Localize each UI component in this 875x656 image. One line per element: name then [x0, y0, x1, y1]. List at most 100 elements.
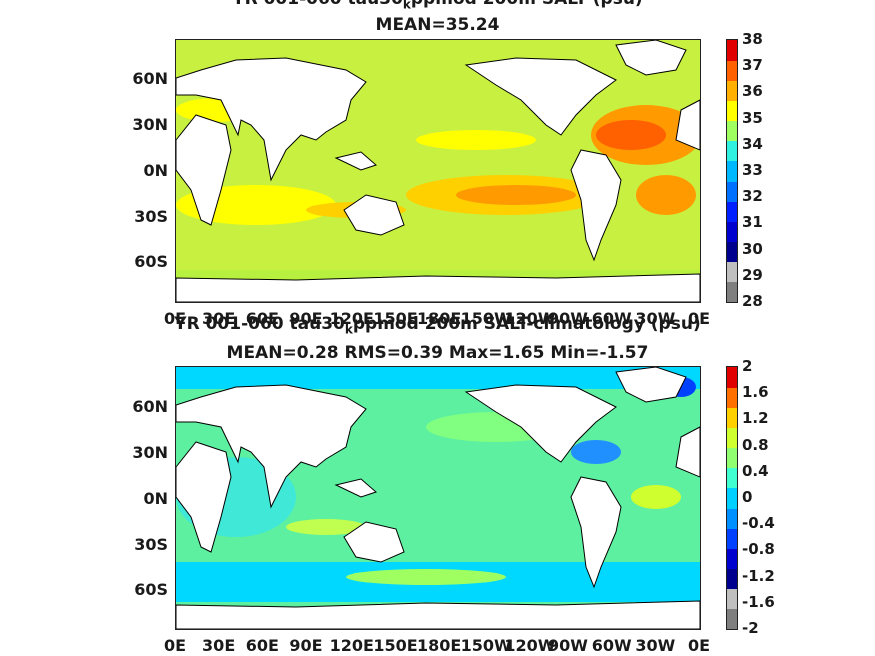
chart-1-xtick: 60E — [245, 309, 279, 328]
chart-1-xtick: 150E — [373, 309, 418, 328]
chart-1-plot-area — [176, 40, 700, 302]
chart-1-colorbar-tick: 28 — [742, 292, 763, 310]
chart-1-spac-core — [456, 185, 576, 205]
chart-1-colorbar-segment — [727, 40, 737, 61]
chart-1-colorbar-segment — [727, 100, 737, 122]
chart-2-xtick: 90E — [289, 636, 323, 655]
chart-1-colorbar-segment — [727, 181, 737, 202]
chart-1-colorbar-tick: 31 — [742, 213, 763, 232]
chart-2-xtick: 120W — [504, 636, 556, 655]
chart-2-xtick: 120E — [329, 636, 374, 655]
chart-2-atl-warm — [631, 485, 681, 509]
chart-2-ytick: 60N — [132, 397, 168, 416]
chart-1-colorbar-tick: 30 — [742, 239, 763, 258]
chart-1-npac-band — [416, 130, 536, 150]
chart-1-colorbar-tick: 33 — [742, 161, 763, 179]
chart-2-colorbar-tick: -0.4 — [742, 514, 775, 533]
chart-1-satl-high — [636, 175, 696, 215]
chart-1-ytick: 60S — [134, 252, 168, 271]
chart-2-ytick: 30S — [134, 535, 168, 554]
chart-1-colorbar-tick: 36 — [742, 82, 763, 101]
chart-1-xtick: 0E — [687, 309, 711, 328]
chart-2-colorbar-segment — [727, 608, 737, 630]
chart-1-colorbar-tick: 37 — [742, 56, 763, 75]
chart-2-africa — [176, 441, 232, 553]
chart-2-xtick: 0E — [163, 636, 187, 655]
chart-2-xtick: 150W — [460, 636, 512, 655]
chart-2-colorbar-segment — [727, 427, 737, 449]
chart-2-south-america — [570, 476, 622, 589]
chart-1-colorbar-segment — [727, 261, 737, 283]
chart-2-greenland — [615, 367, 687, 403]
chart-2-xtick: 60E — [245, 636, 279, 655]
chart-1-colorbar-tick: 38 — [742, 30, 763, 48]
chart-2-title: YR 001-060 tau30kppmod 200m SALT-climato… — [174, 314, 701, 337]
chart-2-colorbar-tick: -2 — [742, 619, 759, 637]
chart-2-maritime — [334, 478, 377, 498]
chart-2-colorbar-segment — [727, 407, 737, 428]
chart-1-colorbar-tick: 32 — [742, 187, 763, 206]
chart-2-xtick: 30W — [635, 636, 676, 655]
chart-2-colorbar-segment — [727, 528, 737, 549]
chart-1-title: YR 001-060 tau30kppmod 200m SALT (psu) — [232, 0, 642, 12]
chart-1-xtick: 120W — [504, 309, 556, 328]
chart-2-map — [175, 366, 701, 630]
chart-1-colorbar-segment — [727, 160, 737, 182]
chart-1-subtitle: MEAN=35.24 — [375, 15, 500, 35]
chart-2-ytick: 0N — [143, 489, 168, 508]
chart-2-ytick: 60S — [134, 580, 168, 599]
chart-1-greenland — [615, 40, 687, 76]
chart-1-colorbar-tick: 29 — [742, 265, 763, 284]
chart-1-ytick: 0N — [143, 161, 168, 180]
chart-1-eurasia — [176, 57, 367, 182]
chart-2-xtick: 0E — [687, 636, 711, 655]
chart-2-colorbar-segment — [727, 508, 737, 529]
chart-2-southern-warm — [346, 569, 506, 585]
chart-1-xtick: 120E — [329, 309, 374, 328]
chart-2-colorbar-segment — [727, 467, 737, 489]
chart-1-land — [176, 40, 700, 302]
chart-2-colorbar-tick: 1.6 — [742, 383, 769, 402]
chart-2-antarctica — [176, 600, 700, 629]
chart-2-gulf-cool — [571, 440, 621, 464]
chart-2-colorbar-segment — [727, 447, 737, 469]
chart-2-colorbar-segment — [727, 568, 737, 590]
chart-1-west-africa-edge — [675, 99, 700, 151]
chart-2-colorbar-tick: 0 — [742, 488, 753, 506]
chart-2-colorbar-tick: -1.2 — [742, 566, 775, 585]
chart-2-colorbar-tick: -0.8 — [742, 540, 775, 559]
chart-1-colorbar-segment — [727, 281, 737, 303]
chart-1-xtick: 0E — [163, 309, 187, 328]
chart-1-antarctica — [176, 273, 700, 302]
chart-2-subtitle: MEAN=0.28 RMS=0.39 Max=1.65 Min=-1.57 — [226, 343, 649, 363]
chart-1-colorbar-tick: 35 — [742, 108, 763, 127]
chart-1-south-america — [570, 149, 622, 262]
chart-2-colorbar-segment — [727, 387, 737, 408]
chart-1-xtick: 30W — [635, 309, 676, 328]
chart-1-xtick: 180E — [417, 309, 462, 328]
chart-2-ytick: 30N — [132, 443, 168, 462]
chart-1-xtick: 90W — [548, 309, 588, 328]
chart-2-xtick: 60W — [591, 636, 632, 655]
chart-2-arctic-band — [176, 367, 700, 389]
chart-2-land — [176, 367, 700, 629]
chart-1-xtick: 90E — [289, 309, 323, 328]
chart-2-australia — [343, 521, 405, 563]
chart-1-colorbar — [726, 39, 738, 303]
chart-2-colorbar-segment — [727, 548, 737, 570]
chart-2-indian-warm — [286, 519, 366, 535]
chart-1-north-america — [464, 57, 617, 136]
chart-2-colorbar-tick: 1.2 — [742, 409, 769, 428]
chart-1-ytick: 30S — [134, 207, 168, 226]
chart-1-xtick: 150W — [460, 309, 512, 328]
chart-2-colorbar-tick: -1.6 — [742, 592, 775, 611]
chart-2-xtick: 30E — [202, 636, 236, 655]
chart-1-colorbar-segment — [727, 60, 737, 81]
chart-2-plot-area — [176, 367, 700, 629]
chart-2-north-america — [464, 384, 617, 463]
chart-1-colorbar-segment — [727, 201, 737, 222]
chart-2-xtick: 90W — [548, 636, 588, 655]
chart-1-map — [175, 39, 701, 303]
chart-2-west-africa-edge — [675, 426, 700, 478]
chart-2-colorbar-tick: 0.4 — [742, 461, 769, 480]
